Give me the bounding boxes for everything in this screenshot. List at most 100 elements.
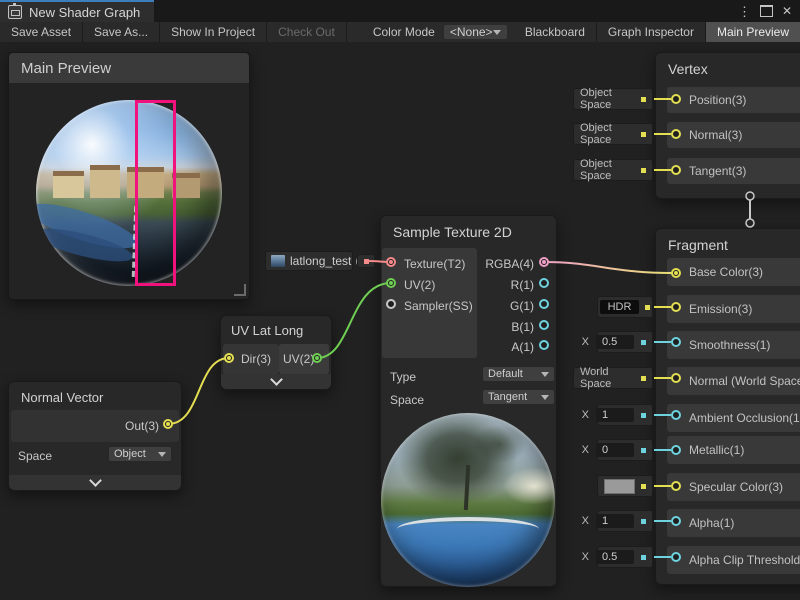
fragment-title: Fragment bbox=[668, 237, 728, 253]
badge-port-stub bbox=[641, 447, 646, 453]
x-label: X bbox=[581, 444, 589, 456]
port-dir-in[interactable] bbox=[224, 353, 234, 363]
port-label: Alpha Clip Threshold(1) bbox=[689, 553, 800, 567]
x-label: X bbox=[581, 515, 589, 527]
fragment-row-metallic[interactable]: Metallic(1) bbox=[667, 436, 800, 464]
port-base-color-in[interactable] bbox=[671, 268, 681, 278]
port-label: Specular Color(3) bbox=[689, 480, 784, 494]
wire-rgba-to-base-color[interactable] bbox=[543, 261, 673, 274]
port-sampler-in[interactable] bbox=[386, 299, 396, 309]
fragment-row-normal-ws[interactable]: Normal (World Space)(3) bbox=[667, 367, 800, 395]
maximize-icon[interactable] bbox=[759, 5, 773, 17]
blackboard-toggle-button[interactable]: Blackboard bbox=[514, 22, 597, 42]
port-texture-in[interactable] bbox=[386, 257, 396, 267]
port-normal-ws-in[interactable] bbox=[671, 373, 681, 383]
main-preview-sphere bbox=[36, 100, 222, 286]
metallic-value-field[interactable]: 0 bbox=[596, 443, 634, 457]
fragment-row-base-color[interactable]: Base Color(3) bbox=[667, 258, 800, 286]
texture-asset-node[interactable]: latlong_test bbox=[265, 251, 370, 271]
hdr-color-field[interactable]: HDR bbox=[599, 300, 640, 314]
graph-inspector-toggle-button[interactable]: Graph Inspector bbox=[597, 22, 706, 42]
fragment-row-alpha[interactable]: Alpha(1) bbox=[667, 509, 800, 537]
port-specular-in[interactable] bbox=[671, 481, 681, 491]
port-ambient-occlusion-in[interactable] bbox=[671, 410, 681, 420]
main-preview-panel[interactable]: Main Preview bbox=[8, 52, 250, 300]
collapse-preview-bar[interactable] bbox=[9, 474, 181, 490]
alpha-value-field[interactable]: 1 bbox=[596, 514, 634, 528]
port-alpha-in[interactable] bbox=[671, 516, 681, 526]
emission-hdr-badge[interactable]: HDR bbox=[597, 296, 653, 318]
resize-grip[interactable] bbox=[234, 284, 246, 296]
port-b-out[interactable] bbox=[539, 320, 549, 330]
alpha-clip-value-field[interactable]: 0.5 bbox=[596, 550, 634, 564]
color-mode-dropdown[interactable]: <None> bbox=[442, 24, 508, 40]
port-label: Tangent(3) bbox=[689, 164, 747, 178]
port-position-in[interactable] bbox=[671, 94, 681, 104]
normal-space-badge[interactable]: Object Space bbox=[573, 122, 653, 146]
normal-space-badge-fragment[interactable]: World Space bbox=[573, 366, 653, 390]
alpha-value-badge[interactable]: X 1 bbox=[582, 510, 653, 532]
specular-color-swatch[interactable] bbox=[604, 478, 635, 494]
main-preview-toggle-button[interactable]: Main Preview bbox=[705, 22, 800, 42]
main-preview-header[interactable]: Main Preview bbox=[9, 53, 249, 83]
badge-port-stub bbox=[641, 483, 646, 489]
space-label: Space bbox=[390, 393, 425, 407]
badge-label: World Space bbox=[580, 366, 612, 390]
normal-vector-title: Normal Vector bbox=[21, 390, 104, 405]
type-dropdown[interactable]: Default bbox=[482, 366, 555, 382]
show-in-project-button[interactable]: Show In Project bbox=[160, 22, 268, 42]
port-smoothness-in[interactable] bbox=[671, 337, 681, 347]
dropdown-arrow-icon bbox=[541, 371, 549, 377]
normal-vector-node[interactable]: Normal Vector Out(3) Space Object bbox=[8, 381, 182, 491]
space-dropdown[interactable]: Tangent bbox=[482, 389, 555, 405]
fragment-row-alpha-clip[interactable]: Alpha Clip Threshold(1) bbox=[667, 546, 800, 574]
texture-preview-sphere bbox=[381, 413, 555, 587]
port-rgba-out[interactable] bbox=[539, 257, 549, 267]
save-asset-button[interactable]: Save Asset bbox=[0, 22, 84, 42]
tab-new-shader-graph[interactable]: New Shader Graph bbox=[0, 0, 155, 22]
kebab-menu-icon[interactable]: ⋮ bbox=[737, 3, 751, 19]
port-alpha-clip-in[interactable] bbox=[671, 552, 681, 562]
close-icon[interactable]: ✕ bbox=[781, 4, 792, 18]
ao-value-field[interactable]: 1 bbox=[596, 408, 634, 422]
position-space-badge[interactable]: Object Space bbox=[573, 87, 653, 111]
metallic-value-badge[interactable]: X 0 bbox=[582, 439, 653, 461]
smoothness-value-badge[interactable]: X 0.5 bbox=[582, 331, 653, 353]
port-g-out[interactable] bbox=[539, 299, 549, 309]
x-label: X bbox=[581, 551, 589, 563]
tangent-space-badge[interactable]: Object Space bbox=[573, 158, 653, 182]
specular-color-badge[interactable] bbox=[597, 475, 653, 497]
fragment-row-ambient-occlusion[interactable]: Ambient Occlusion(1) bbox=[667, 404, 800, 432]
vertex-row-normal[interactable]: Normal(3) bbox=[667, 122, 800, 148]
badge-port-stub bbox=[641, 375, 646, 381]
port-emission-in[interactable] bbox=[671, 302, 681, 312]
port-uv-in[interactable] bbox=[386, 278, 396, 288]
port-a-out[interactable] bbox=[539, 340, 549, 350]
port-r-out[interactable] bbox=[539, 278, 549, 288]
sample-texture-2d-node[interactable]: Sample Texture 2D Texture(T2) UV(2) Samp… bbox=[380, 215, 557, 587]
dropdown-arrow-icon bbox=[541, 394, 549, 400]
collapse-preview-bar[interactable] bbox=[221, 373, 331, 389]
save-as-button[interactable]: Save As... bbox=[83, 22, 161, 42]
alpha-clip-value-badge[interactable]: X 0.5 bbox=[582, 546, 653, 568]
smoothness-value-field[interactable]: 0.5 bbox=[596, 335, 634, 349]
port-tangent-in[interactable] bbox=[671, 165, 681, 175]
fragment-row-specular-color[interactable]: Specular Color(3) bbox=[667, 473, 800, 501]
vertex-row-tangent[interactable]: Tangent(3) bbox=[667, 158, 800, 184]
fragment-row-emission[interactable]: Emission(3) bbox=[667, 295, 800, 323]
texture-asset-port-chip[interactable] bbox=[357, 254, 375, 268]
color-mode-label: Color Mode bbox=[372, 25, 435, 39]
port-metallic-in[interactable] bbox=[671, 445, 681, 455]
port-normal-in[interactable] bbox=[671, 129, 681, 139]
input-slots-box bbox=[382, 248, 477, 358]
vertex-row-position[interactable]: Position(3) bbox=[667, 87, 800, 113]
vertex-node[interactable]: Vertex Position(3) Normal(3) Tangent(3) bbox=[655, 52, 800, 199]
fragment-node[interactable]: Fragment Base Color(3) Emission(3) Smoot… bbox=[655, 228, 800, 585]
graph-canvas[interactable]: Main Preview Vertex Position(3) No bbox=[0, 42, 800, 600]
port-out-normal-vector[interactable] bbox=[163, 419, 173, 429]
fragment-row-smoothness[interactable]: Smoothness(1) bbox=[667, 331, 800, 359]
tab-bar: New Shader Graph ⋮ ✕ bbox=[0, 0, 800, 22]
space-dropdown[interactable]: Object bbox=[108, 446, 172, 462]
port-uv-out[interactable] bbox=[312, 353, 322, 363]
ambient-occlusion-value-badge[interactable]: X 1 bbox=[582, 404, 653, 426]
